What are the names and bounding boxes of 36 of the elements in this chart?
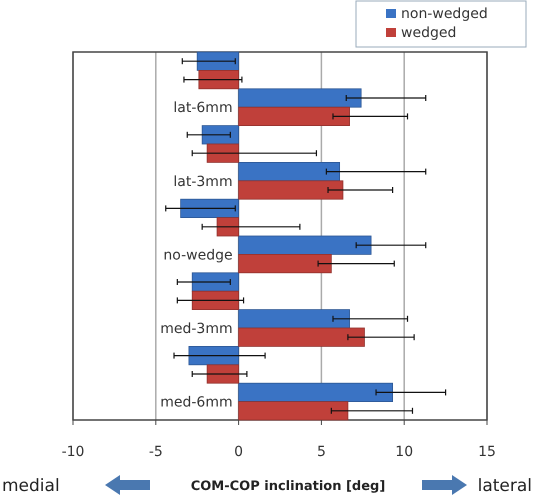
bar bbox=[198, 70, 239, 90]
y-tick-label: med-6mm bbox=[160, 394, 233, 411]
bar bbox=[180, 198, 239, 218]
bar bbox=[238, 254, 332, 274]
x-tick-label: 10 bbox=[395, 444, 414, 460]
text: lateral bbox=[478, 476, 532, 496]
bar bbox=[238, 236, 372, 255]
x-tick-label: -10 bbox=[62, 444, 84, 460]
bar bbox=[196, 52, 239, 71]
bar bbox=[238, 382, 394, 402]
bar bbox=[238, 401, 348, 420]
y-tick-label: med-3mm bbox=[160, 321, 233, 337]
bar bbox=[238, 309, 350, 328]
x-tick-label: -5 bbox=[148, 444, 163, 460]
bar bbox=[188, 346, 239, 366]
y-tick-label: lat-3mm bbox=[173, 174, 233, 190]
bar bbox=[238, 88, 362, 108]
bar bbox=[206, 144, 239, 163]
legend-label: wedged bbox=[401, 25, 456, 41]
bar bbox=[238, 106, 350, 126]
x-tick-label: 0 bbox=[234, 444, 244, 460]
x-axis-title: COM-COP inclination [deg] bbox=[190, 479, 386, 494]
bar bbox=[216, 217, 239, 236]
bar bbox=[202, 125, 239, 144]
bar bbox=[192, 272, 239, 292]
x-tick-label: 5 bbox=[316, 444, 326, 460]
bar bbox=[206, 364, 239, 384]
legend-label: non-wedged bbox=[401, 6, 488, 22]
text: medial bbox=[2, 476, 60, 496]
y-tick-label: no-wedge bbox=[163, 247, 233, 264]
y-tick-label: lat-6mm bbox=[173, 100, 233, 116]
bar bbox=[238, 328, 365, 347]
x-tick-label: 15 bbox=[478, 444, 496, 460]
bar bbox=[238, 162, 340, 182]
bar bbox=[192, 290, 239, 310]
bar bbox=[238, 180, 344, 200]
